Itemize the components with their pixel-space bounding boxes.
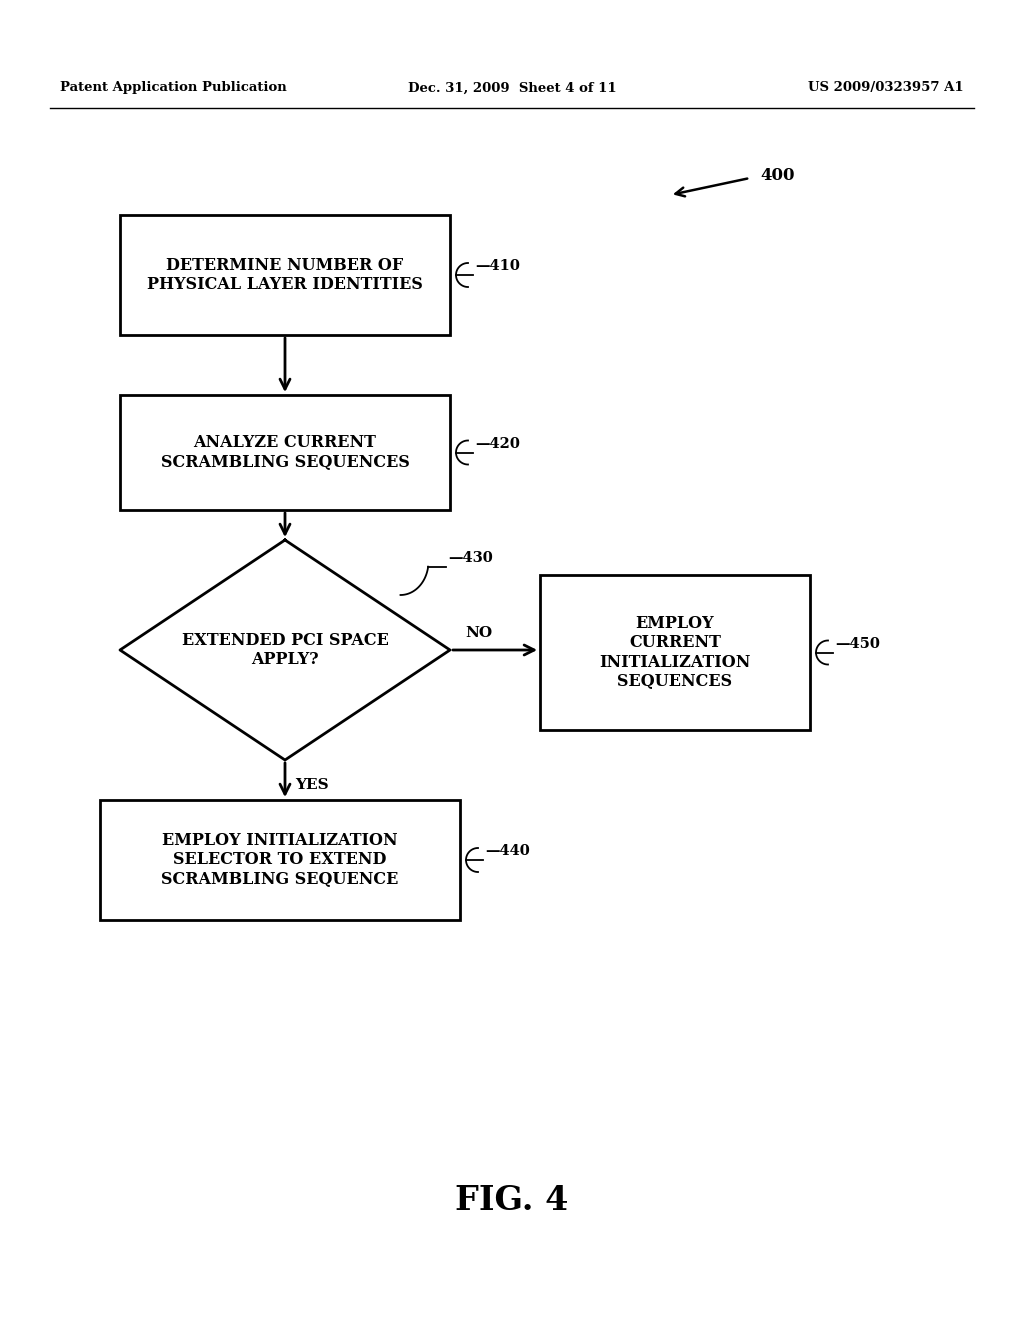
Text: DETERMINE NUMBER OF
PHYSICAL LAYER IDENTITIES: DETERMINE NUMBER OF PHYSICAL LAYER IDENT… [147,256,423,293]
Bar [540,576,810,730]
Text: NO: NO [465,626,493,640]
Text: —450: —450 [835,636,880,651]
Polygon shape [120,540,450,760]
Text: —430: —430 [449,550,493,565]
Text: Dec. 31, 2009  Sheet 4 of 11: Dec. 31, 2009 Sheet 4 of 11 [408,82,616,95]
Text: ANALYZE CURRENT
SCRAMBLING SEQUENCES: ANALYZE CURRENT SCRAMBLING SEQUENCES [161,434,410,471]
Text: —420: —420 [475,437,520,450]
Text: —410: —410 [475,259,520,273]
Bar [120,215,450,335]
Text: FIG. 4: FIG. 4 [456,1184,568,1217]
Text: US 2009/0323957 A1: US 2009/0323957 A1 [808,82,964,95]
Bar [100,800,460,920]
Text: Patent Application Publication: Patent Application Publication [60,82,287,95]
Text: EMPLOY INITIALIZATION
SELECTOR TO EXTEND
SCRAMBLING SEQUENCE: EMPLOY INITIALIZATION SELECTOR TO EXTEND… [162,832,398,888]
Text: YES: YES [295,777,329,792]
Bar [120,395,450,510]
Text: 400: 400 [760,166,795,183]
Text: EMPLOY
CURRENT
INITIALIZATION
SEQUENCES: EMPLOY CURRENT INITIALIZATION SEQUENCES [599,615,751,690]
Text: EXTENDED PCI SPACE
APPLY?: EXTENDED PCI SPACE APPLY? [181,632,388,668]
Text: —440: —440 [485,843,529,858]
